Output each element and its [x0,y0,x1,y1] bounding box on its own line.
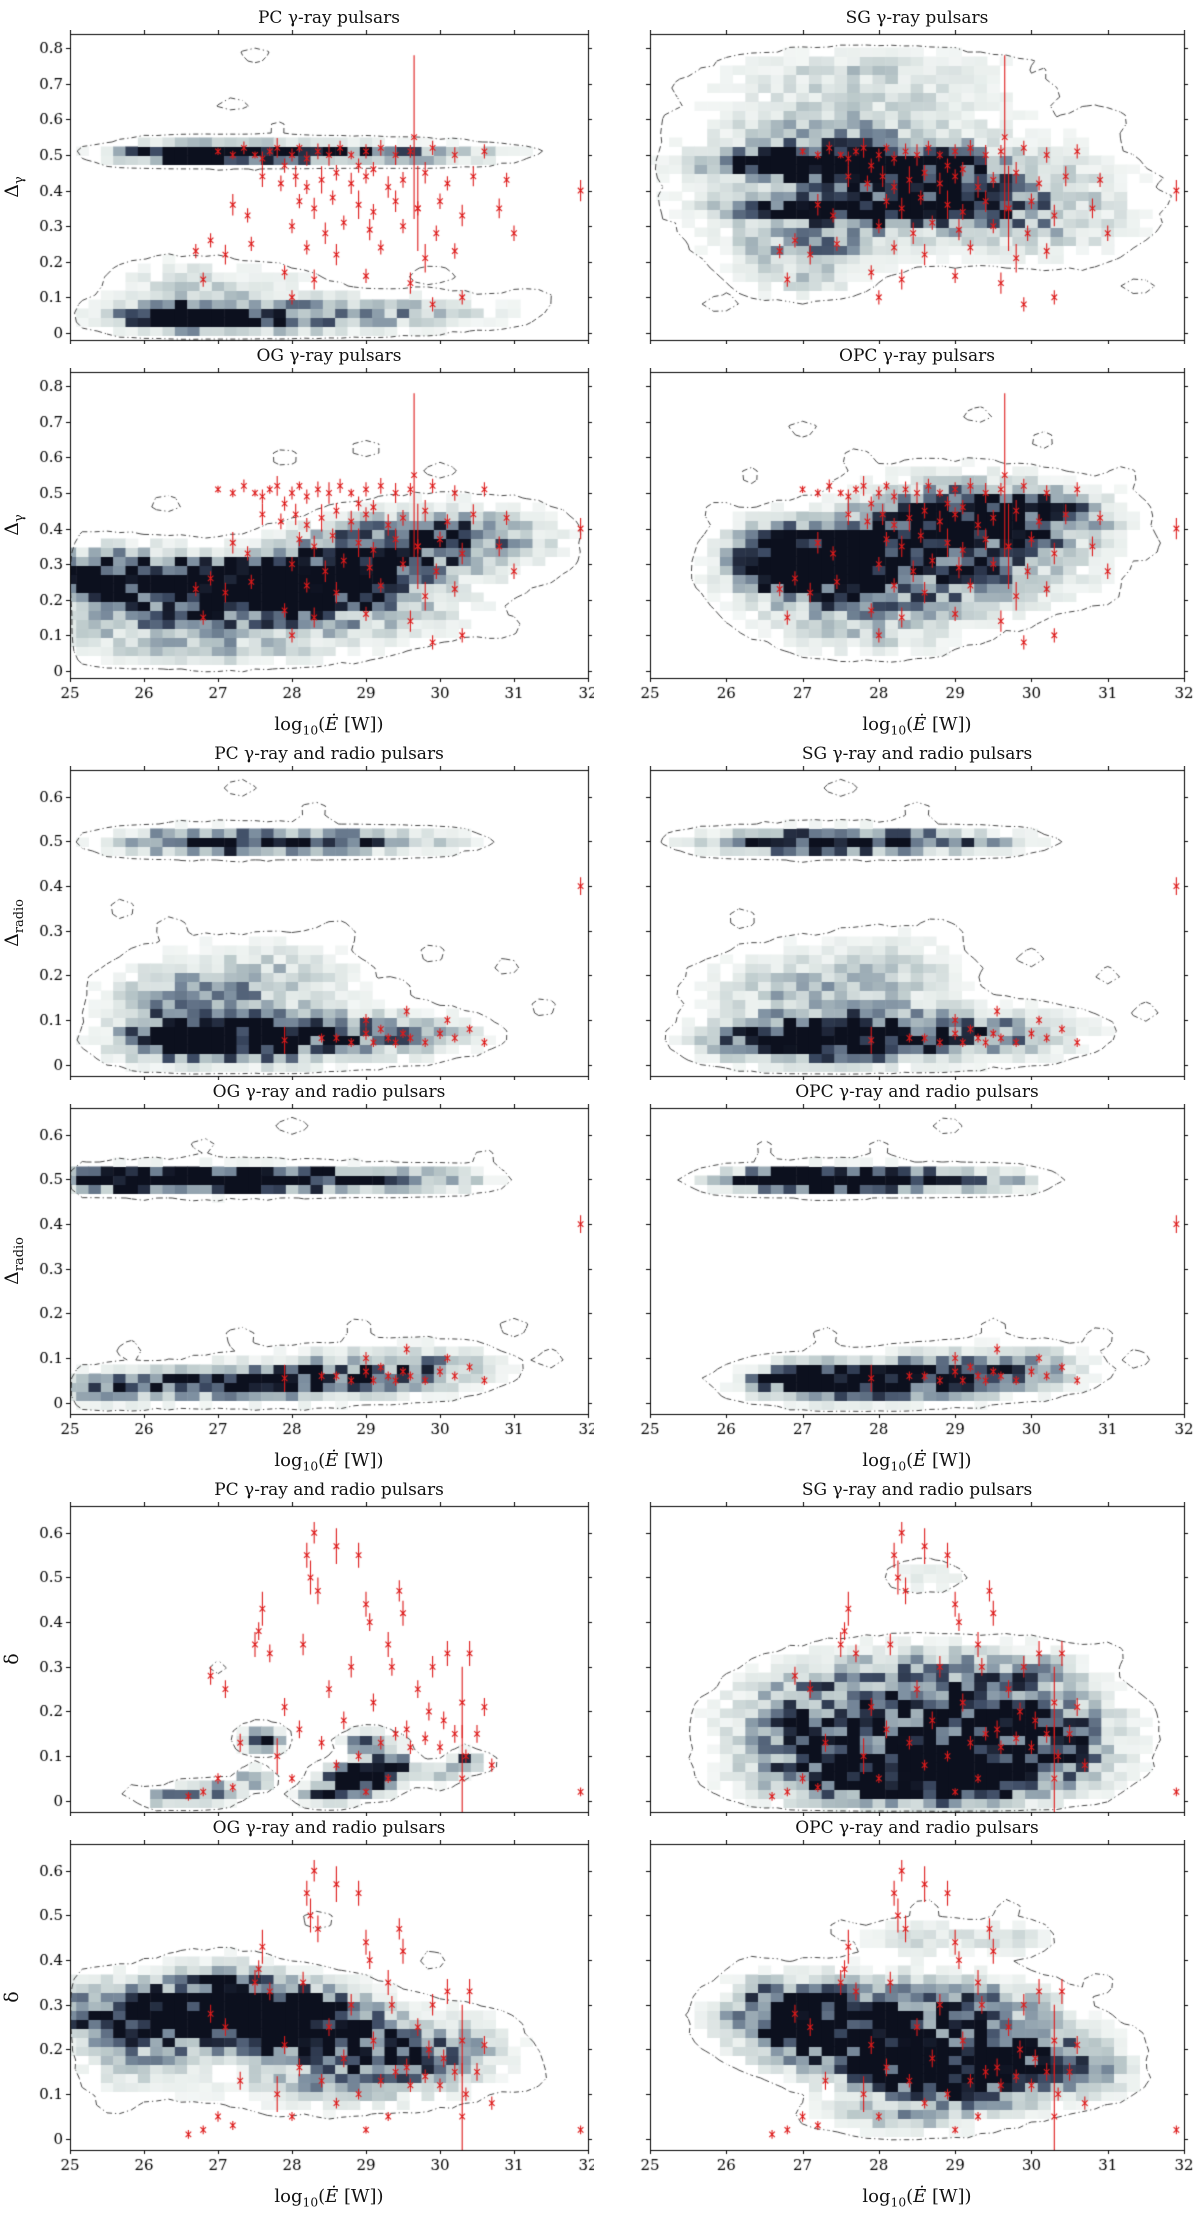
plot-sg-gamma [594,30,1194,344]
plot-opc-gamma [594,368,1194,712]
title-row-2: OG γ-ray pulsars OPC γ-ray pulsars [0,344,1200,368]
xlabel-row-3: log10(Ė [W]) log10(Ė [W]) [0,2184,1200,2214]
panel-title-pc-radio: PC γ-ray and radio pulsars [214,744,444,764]
plot-og-radio [24,1104,594,1448]
y-axis-label-delta-gamma-top: Δγ [1,176,27,198]
panel-title-opc-gamma: OPC γ-ray pulsars [839,346,995,366]
plot-og-delta [24,1840,594,2184]
panel-title-og-radio: OG γ-ray and radio pulsars [212,1082,446,1102]
y-axis-label-delta-radio-top: Δradio [1,899,27,947]
x-axis-label-left-1: log10(Ė [W]) [274,714,384,738]
panel-title-opc-radio: OPC γ-ray and radio pulsars [795,1082,1039,1102]
panel-row-2: Δγ [0,368,1200,712]
xlabel-row-1: log10(Ė [W]) log10(Ė [W]) [0,712,1200,742]
plot-pc-radio [24,766,594,1080]
panel-title-pc-delta: PC γ-ray and radio pulsars [214,1480,444,1500]
panel-row-3: Δradio [0,766,1200,1080]
panel-title-sg-delta: SG γ-ray and radio pulsars [801,1480,1033,1500]
x-axis-label-right-3: log10(Ė [W]) [862,2186,972,2210]
plot-pc-gamma [24,30,594,344]
x-axis-label-left-3: log10(Ė [W]) [274,2186,384,2210]
title-row-6: OG γ-ray and radio pulsars OPC γ-ray and… [0,1816,1200,1840]
plot-sg-radio [594,766,1194,1080]
x-axis-label-right-2: log10(Ė [W]) [862,1450,972,1474]
panel-row-6: δ [0,1840,1200,2184]
plot-og-gamma [24,368,594,712]
panel-title-opc-delta: OPC γ-ray and radio pulsars [795,1818,1039,1838]
y-axis-label-delta-top: δ [1,1653,23,1665]
y-axis-label-delta-radio-bottom: Δradio [1,1237,27,1285]
title-row-4: OG γ-ray and radio pulsars OPC γ-ray and… [0,1080,1200,1104]
panel-title-pc-gamma: PC γ-ray pulsars [257,8,400,28]
panel-row-5: δ [0,1502,1200,1816]
x-axis-label-right-1: log10(Ė [W]) [862,714,972,738]
panel-title-og-delta: OG γ-ray and radio pulsars [212,1818,446,1838]
xlabel-row-2: log10(Ė [W]) log10(Ė [W]) [0,1448,1200,1478]
panel-row-4: Δradio [0,1104,1200,1448]
plot-pc-delta [24,1502,594,1816]
y-axis-label-delta-gamma-bottom: Δγ [1,514,27,536]
x-axis-label-left-2: log10(Ė [W]) [274,1450,384,1474]
panel-title-sg-gamma: SG γ-ray pulsars [845,8,989,28]
plot-sg-delta [594,1502,1194,1816]
plot-opc-delta [594,1840,1194,2184]
title-row-5: PC γ-ray and radio pulsars SG γ-ray and … [0,1478,1200,1502]
panel-title-og-gamma: OG γ-ray pulsars [256,346,402,366]
panel-row-1: Δγ [0,30,1200,344]
plot-opc-radio [594,1104,1194,1448]
y-axis-label-delta-bottom: δ [1,1991,23,2003]
title-row-1: PC γ-ray pulsars SG γ-ray pulsars [0,6,1200,30]
panel-title-sg-radio: SG γ-ray and radio pulsars [801,744,1033,764]
title-row-3: PC γ-ray and radio pulsars SG γ-ray and … [0,742,1200,766]
